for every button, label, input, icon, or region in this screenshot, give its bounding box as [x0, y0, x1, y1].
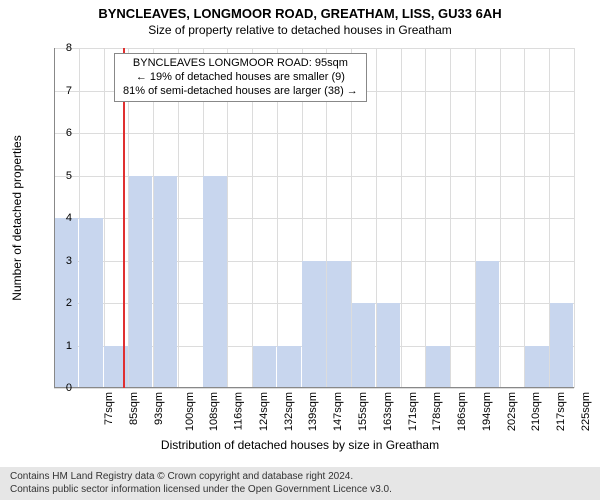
x-tick-label: 210sqm	[530, 392, 542, 431]
x-tick-label: 108sqm	[209, 392, 221, 431]
y-tick-label: 3	[52, 255, 72, 267]
x-tick-label: 85sqm	[128, 392, 140, 425]
x-tick-label: 225sqm	[580, 392, 592, 431]
x-tick-label: 93sqm	[153, 392, 165, 425]
footer-line-1: Contains HM Land Registry data © Crown c…	[10, 471, 594, 484]
legend-line-2: ← 19% of detached houses are smaller (9)	[123, 71, 358, 85]
x-tick-label: 100sqm	[184, 392, 196, 431]
grid-line-h	[54, 133, 574, 134]
grid-line-h	[54, 388, 574, 389]
bar	[476, 261, 500, 389]
bar	[302, 261, 326, 389]
chart-subtitle: Size of property relative to detached ho…	[0, 21, 600, 37]
grid-line-v	[524, 48, 525, 388]
bar	[550, 303, 574, 388]
x-tick-label: 186sqm	[456, 392, 468, 431]
bar	[277, 346, 301, 389]
chart-title: BYNCLEAVES, LONGMOOR ROAD, GREATHAM, LIS…	[0, 0, 600, 21]
x-tick-label: 178sqm	[431, 392, 443, 431]
bar	[253, 346, 277, 389]
bar	[352, 303, 376, 388]
y-tick-label: 4	[52, 212, 72, 224]
legend-line-3: 81% of semi-detached houses are larger (…	[123, 85, 358, 99]
x-tick-label: 139sqm	[308, 392, 320, 431]
x-tick-label: 116sqm	[233, 392, 245, 430]
y-tick-label: 1	[52, 340, 72, 352]
legend-line-1: BYNCLEAVES LONGMOOR ROAD: 95sqm	[123, 57, 358, 71]
grid-line-v	[104, 48, 105, 388]
x-tick-label: 194sqm	[481, 392, 493, 431]
grid-line-v	[450, 48, 451, 388]
y-axis-label: Number of detached properties	[10, 135, 24, 300]
grid-line-h	[54, 48, 574, 49]
footer-line-2: Contains public sector information licen…	[10, 484, 594, 497]
y-tick-label: 6	[52, 127, 72, 139]
x-axis-label: Distribution of detached houses by size …	[0, 438, 600, 452]
x-tick-label: 124sqm	[258, 392, 270, 431]
y-tick-label: 5	[52, 170, 72, 182]
y-tick-label: 2	[52, 297, 72, 309]
bar	[203, 176, 227, 389]
grid-line-v	[500, 48, 501, 388]
y-tick-label: 0	[52, 382, 72, 394]
x-tick-label: 217sqm	[555, 392, 567, 431]
bar	[525, 346, 549, 389]
x-tick-label: 202sqm	[506, 392, 518, 431]
grid-line-v	[425, 48, 426, 388]
bar	[377, 303, 401, 388]
x-tick-label: 163sqm	[382, 392, 394, 431]
grid-line-v	[401, 48, 402, 388]
plot-area: BYNCLEAVES LONGMOOR ROAD: 95sqm← 19% of …	[54, 48, 574, 388]
bar	[79, 218, 103, 388]
chart-container: BYNCLEAVES, LONGMOOR ROAD, GREATHAM, LIS…	[0, 0, 600, 500]
bar	[327, 261, 351, 389]
x-tick-label: 132sqm	[283, 392, 295, 431]
x-tick-label: 171sqm	[407, 392, 419, 431]
bar	[154, 176, 178, 389]
grid-line-v	[574, 48, 575, 388]
x-axis-line	[54, 387, 574, 388]
x-tick-label: 147sqm	[332, 392, 344, 431]
legend-box: BYNCLEAVES LONGMOOR ROAD: 95sqm← 19% of …	[114, 53, 367, 102]
x-tick-label: 155sqm	[357, 392, 369, 431]
y-tick-label: 8	[52, 42, 72, 54]
y-tick-label: 7	[52, 85, 72, 97]
bar	[426, 346, 450, 389]
footer-attribution: Contains HM Land Registry data © Crown c…	[0, 467, 600, 500]
x-tick-label: 77sqm	[103, 392, 115, 425]
bar	[129, 176, 153, 389]
